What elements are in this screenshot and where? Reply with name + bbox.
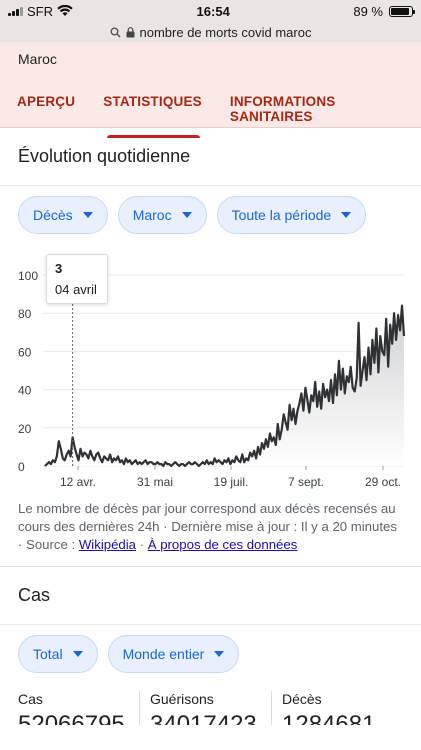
wifi-icon — [57, 5, 73, 16]
total-filter-label: Total — [33, 646, 63, 662]
address-query: nombre de morts covid maroc — [139, 24, 312, 40]
y-tick-label: 80 — [18, 307, 32, 321]
y-tick-label: 60 — [18, 345, 32, 359]
x-tick-label: 7 sept. — [288, 475, 324, 489]
stat-deces-label: Décès — [282, 691, 322, 707]
chart-svg: 0 20 40 60 80 100 12 avr. 31 mai 19 juil. 7 sept.… — [18, 269, 406, 489]
scope-filter[interactable]: Monde entier — [107, 635, 240, 673]
caret-down-icon — [341, 212, 352, 218]
stat-cas-label: Cas — [18, 691, 43, 707]
battery-percent: 89 % — [353, 3, 383, 19]
y-tick-label: 0 — [18, 460, 25, 474]
metric-filter[interactable]: Décès — [18, 196, 108, 234]
lock-icon — [126, 26, 135, 37]
y-tick-label: 40 — [18, 384, 32, 398]
x-tick-label: 12 avr. — [60, 475, 96, 489]
x-tick-label: 31 mai — [137, 475, 173, 489]
tab-statistiques[interactable]: STATISTIQUES — [103, 94, 202, 138]
about-data-link[interactable]: À propos de ces données — [147, 537, 298, 552]
signal-icon — [8, 6, 23, 16]
stat-guerisons-value: 34017423 — [150, 711, 257, 725]
total-filter[interactable]: Total — [18, 635, 98, 673]
source-link[interactable]: Wikipédia — [78, 537, 137, 552]
stat-guerisons: Guérisons 34017423 — [139, 691, 271, 725]
region-filter[interactable]: Maroc — [117, 196, 207, 234]
chart-tooltip: 3 04 avril — [46, 254, 108, 304]
y-tick-label: 20 — [18, 422, 32, 436]
tab-informations-sanitaires[interactable]: INFORMATIONS SANITAIRES — [229, 94, 336, 124]
caret-down-icon — [82, 212, 93, 218]
series-area — [45, 305, 404, 466]
stat-cas: Cas 52066795 — [18, 691, 139, 725]
data-note: Le nombre de décès par jour correspond a… — [0, 494, 421, 567]
battery-icon — [388, 5, 415, 17]
filter-chips: Décès Maroc Toute la période — [0, 186, 421, 244]
scope-filter-label: Monde entier — [122, 646, 205, 662]
stat-guerisons-label: Guérisons — [150, 691, 214, 707]
tooltip-date: 04 avril — [55, 282, 97, 297]
carrier-label: SFR — [27, 3, 53, 19]
tab-bar: APERÇU STATISTIQUES INFORMATIONS SANITAI… — [0, 94, 421, 138]
stat-cas-value: 52066795 — [18, 711, 125, 725]
x-tick-label: 19 juil. — [214, 475, 249, 489]
stats-row: Cas 52066795 Guérisons 34017423 Décès 12… — [0, 683, 421, 725]
status-bar: SFR 16:54 89 % — [0, 0, 421, 22]
note-separator: · — [136, 537, 148, 552]
stat-deces-value: 1284681 — [282, 711, 376, 725]
knowledge-panel-header: Maroc APERÇU STATISTIQUES INFORMATIONS S… — [0, 42, 421, 138]
tooltip-value: 3 — [55, 261, 63, 276]
y-tick-label: 100 — [18, 269, 38, 283]
period-filter[interactable]: Toute la période — [216, 196, 367, 234]
search-icon — [110, 27, 121, 38]
series-line — [44, 304, 406, 468]
cas-title: Cas — [0, 567, 421, 625]
tab-apercu[interactable]: APERÇU — [17, 94, 76, 109]
daily-chart[interactable]: 0 20 40 60 80 100 12 avr. 31 mai 19 juil. 7 sept.… — [0, 244, 421, 494]
region-filter-label: Maroc — [132, 207, 172, 223]
stat-deces: Décès 1284681 — [271, 691, 403, 725]
page-title: Maroc — [18, 51, 57, 67]
address-bar[interactable]: nombre de morts covid maroc — [0, 22, 421, 42]
section-title: Évolution quotidienne — [0, 128, 421, 186]
metric-filter-label: Décès — [33, 207, 73, 223]
clock: 16:54 — [196, 3, 230, 19]
period-filter-label: Toute la période — [231, 207, 332, 223]
caret-down-icon — [214, 651, 225, 657]
x-tick-label: 29 oct. — [365, 475, 401, 489]
note-text: Le nombre de décès par jour correspond a… — [18, 501, 397, 552]
caret-down-icon — [72, 651, 83, 657]
cas-filter-chips: Total Monde entier — [0, 625, 421, 683]
caret-down-icon — [181, 212, 192, 218]
